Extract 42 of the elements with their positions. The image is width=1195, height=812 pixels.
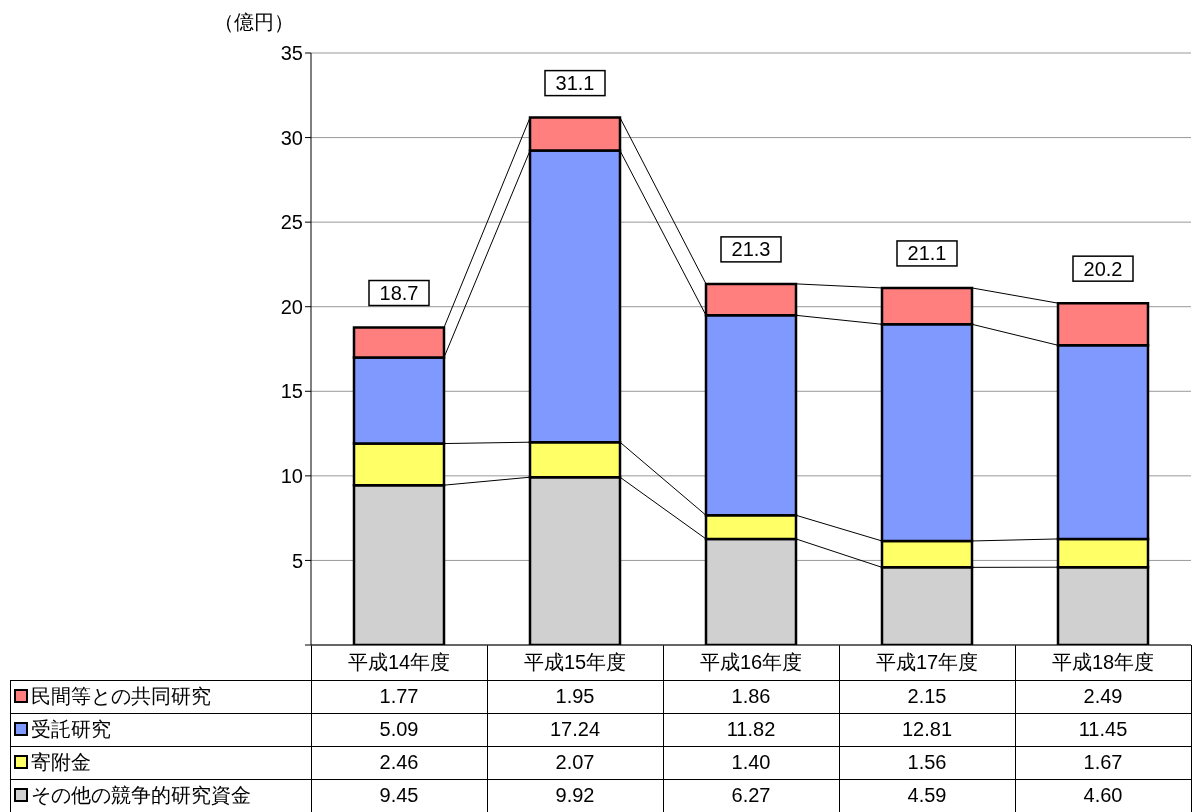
data-label: 1.56	[839, 746, 1015, 779]
total-label: 18.7	[379, 282, 419, 305]
x-tick-label: 平成18年度	[1051, 651, 1155, 674]
data-label: 5.09	[311, 713, 487, 746]
legend-label: 寄附金	[31, 751, 91, 773]
data-label: 11.45	[1015, 713, 1191, 746]
y-tick-label: 25	[280, 211, 303, 234]
y-tick-label: 15	[280, 380, 303, 403]
y-tick-label: 20	[280, 295, 303, 318]
data-label: 6.27	[663, 779, 839, 812]
data-label: 1.40	[663, 746, 839, 779]
total-label: 21.1	[907, 242, 947, 265]
data-label: 4.60	[1015, 779, 1191, 812]
data-label: 17.24	[487, 713, 663, 746]
data-label: 9.45	[311, 779, 487, 812]
x-tick-label: 平成17年度	[875, 651, 979, 674]
data-label: 4.59	[839, 779, 1015, 812]
data-label: 2.46	[311, 746, 487, 779]
y-tick-label: 10	[280, 464, 303, 487]
data-label: 1.86	[663, 680, 839, 713]
y-tick-label: 5	[291, 549, 303, 572]
data-label: 12.81	[839, 713, 1015, 746]
legend-label: 受託研究	[31, 718, 111, 740]
legend-label: 民間等との共同研究	[31, 685, 211, 707]
data-label: 9.92	[487, 779, 663, 812]
x-tick-label: 平成16年度	[699, 651, 803, 674]
total-label: 31.1	[555, 72, 595, 95]
x-tick-label: 平成14年度	[347, 651, 451, 674]
data-label: 1.77	[311, 680, 487, 713]
total-label: 21.3	[731, 238, 771, 261]
data-label: 1.67	[1015, 746, 1191, 779]
data-label: 1.95	[487, 680, 663, 713]
x-tick-label: 平成15年度	[523, 651, 627, 674]
data-label: 11.82	[663, 713, 839, 746]
data-label: 2.49	[1015, 680, 1191, 713]
y-axis-title: （億円）	[214, 10, 294, 35]
data-label: 2.15	[839, 680, 1015, 713]
y-tick-label: 30	[280, 126, 303, 149]
y-tick-label: 35	[280, 42, 303, 65]
data-label: 2.07	[487, 746, 663, 779]
total-label: 20.2	[1083, 257, 1123, 280]
legend-label: その他の競争的研究資金	[31, 784, 251, 806]
